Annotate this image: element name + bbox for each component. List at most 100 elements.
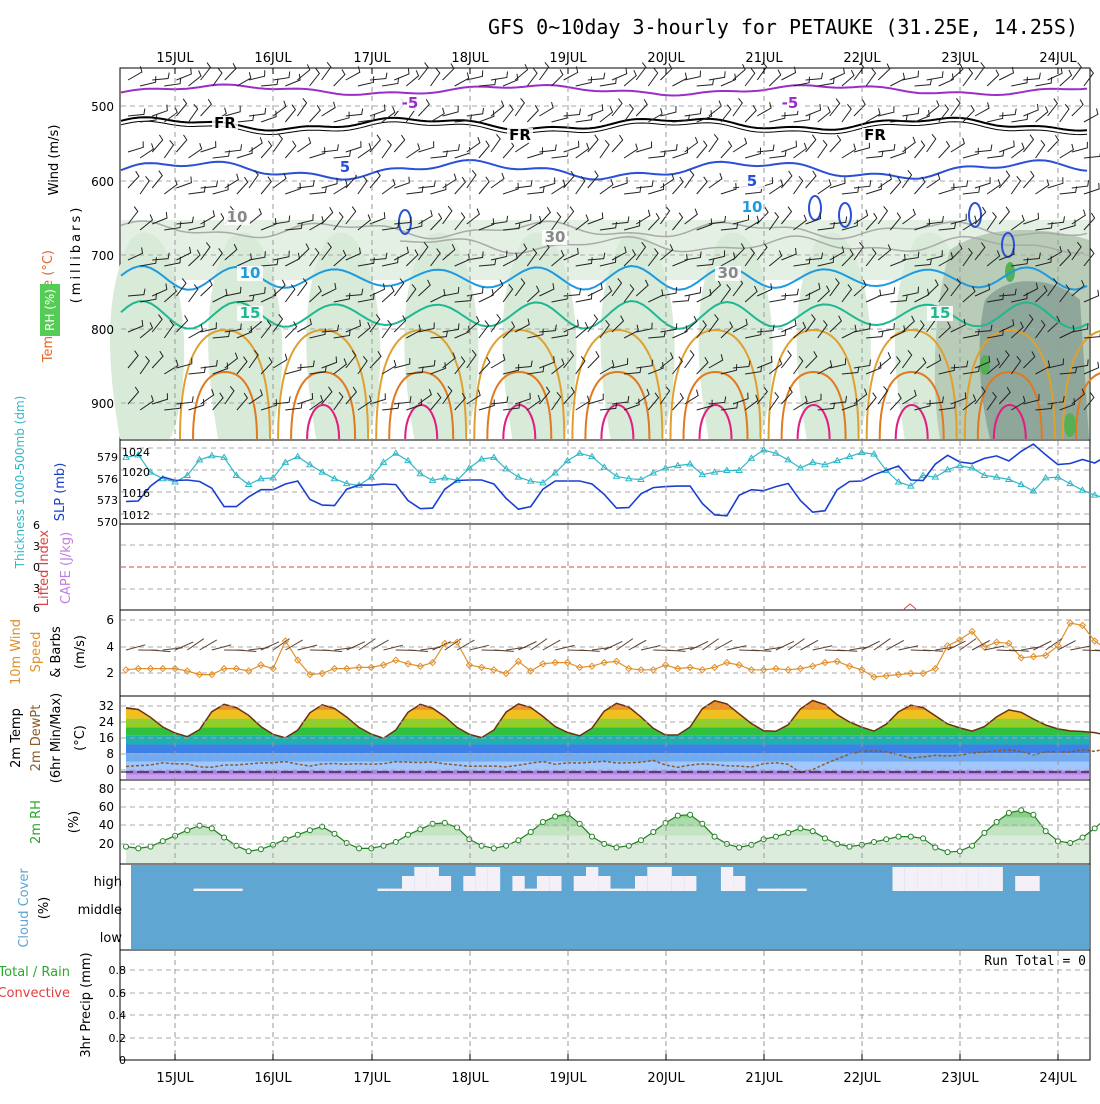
wind10m-label: 10m Wind xyxy=(9,619,24,685)
contour-label: FR xyxy=(214,114,236,132)
contour-label: 10 xyxy=(240,264,261,282)
wind10m-barb xyxy=(347,642,365,650)
rh2m-marker xyxy=(1092,826,1097,831)
rh2m-marker xyxy=(160,839,165,844)
wind10m-barb xyxy=(298,645,317,650)
precip-content xyxy=(121,970,1089,1038)
date-label-bottom: 21JUL xyxy=(745,1071,783,1086)
wind10m-barb xyxy=(776,641,794,650)
contour-label: 30 xyxy=(718,264,739,282)
date-label-bottom: 17JUL xyxy=(353,1071,391,1086)
rh2m-marker xyxy=(209,826,214,831)
wind10m-barb xyxy=(604,641,622,650)
rh-spot xyxy=(1064,413,1076,437)
rh2m-marker xyxy=(455,825,460,830)
cloud-high-gap xyxy=(574,876,586,891)
wind10m-barb xyxy=(629,640,646,650)
cloud-level-label: high xyxy=(94,875,122,890)
rh2m-marker xyxy=(1080,835,1085,840)
cloud-high-gap xyxy=(954,867,966,891)
lifted-index-content xyxy=(121,545,1089,609)
contour-label: FR xyxy=(864,126,886,144)
rh-bands xyxy=(121,772,1089,863)
cloud-level-label: low xyxy=(100,931,123,946)
cloud-high-gap xyxy=(758,889,770,891)
temp-band xyxy=(121,770,1089,774)
rh2m-marker xyxy=(712,834,717,839)
date-label-top: 24JUL xyxy=(1039,51,1077,66)
cape-label: CAPE (J/kg) xyxy=(59,532,74,604)
cloud-high-gap xyxy=(905,867,917,891)
rh2m-marker xyxy=(332,831,337,836)
rh2m-marker xyxy=(1043,829,1048,834)
wind10m-barb xyxy=(555,645,574,650)
rh2m-marker xyxy=(246,849,251,854)
cloud-high-gap xyxy=(194,889,206,891)
contour-label: 15 xyxy=(930,304,951,322)
contour-label: 30 xyxy=(545,228,566,246)
run-total: Run Total = 0 xyxy=(984,954,1086,969)
pressure-tick: 900 xyxy=(91,397,114,411)
rh2m-marker xyxy=(651,830,656,835)
millibars-label: (millibars) xyxy=(69,205,84,304)
wind10m-barb xyxy=(874,639,890,651)
cloud-high-gap xyxy=(929,867,941,891)
rh2m-marker xyxy=(516,838,521,843)
temp-band xyxy=(121,744,1089,753)
wind10m-barb xyxy=(641,646,660,651)
rh2m-marker xyxy=(540,820,545,825)
cloud-high-gap xyxy=(942,867,954,891)
cloud-high-gap xyxy=(463,876,475,891)
date-label-bottom: 24JUL xyxy=(1039,1071,1077,1086)
rh2m-marker xyxy=(896,834,901,839)
rh2m-marker xyxy=(847,844,852,849)
wind10m-panel xyxy=(120,610,1090,696)
rh2m-marker xyxy=(283,837,288,842)
rh2m-marker xyxy=(553,814,558,819)
date-label-bottom: 22JUL xyxy=(843,1071,881,1086)
cloud-high-gap xyxy=(623,889,635,891)
cloud-high-gap xyxy=(978,867,990,891)
cloud-high-gap xyxy=(991,867,1003,891)
temp2m-content xyxy=(121,693,1100,779)
rh2m-marker xyxy=(369,846,374,851)
precip-panel xyxy=(120,950,1090,1060)
rh2m-label: 2m RH xyxy=(29,800,44,844)
cloud-high-gap xyxy=(966,867,978,891)
wind10m-barb xyxy=(261,642,279,650)
cloud-high-gap xyxy=(230,889,242,891)
slp-tick: 1020 xyxy=(122,466,150,479)
rh2m-marker xyxy=(688,812,693,817)
temp-band xyxy=(121,693,1089,702)
temp2m-tick: 16 xyxy=(99,731,114,745)
rh2m-marker xyxy=(418,827,423,832)
cloud-high-gap xyxy=(1015,876,1027,891)
temp2m-tick: 32 xyxy=(99,699,114,713)
rh2m-tick: 80 xyxy=(99,782,114,796)
wind10m-barb xyxy=(702,639,718,650)
wind10m-barb xyxy=(788,639,804,650)
contour-label: 15 xyxy=(240,304,261,322)
rh2m-marker xyxy=(1019,808,1024,813)
wind10m-tick: 4 xyxy=(106,640,114,654)
rh2m-marker xyxy=(504,843,509,848)
precip-tick: 0.6 xyxy=(109,987,127,1000)
wind10m-barb xyxy=(813,646,833,650)
cloud-high-gap xyxy=(794,889,806,891)
cloud-high-gap xyxy=(611,889,623,891)
rh2m-marker xyxy=(1006,810,1011,815)
rh2m-marker xyxy=(798,826,803,831)
cloud-high-gap xyxy=(549,876,561,891)
rh2m-marker xyxy=(491,846,496,851)
wind10m-barb xyxy=(359,639,375,650)
temp-band xyxy=(121,775,1089,779)
thickness-tick: 579 xyxy=(97,451,118,464)
rh2m-marker xyxy=(957,849,962,854)
wind10m-barb xyxy=(1070,646,1090,650)
cloud-high-gap xyxy=(684,876,696,891)
precip-tick: 0.8 xyxy=(109,964,127,977)
date-label-bottom: 18JUL xyxy=(451,1071,489,1086)
